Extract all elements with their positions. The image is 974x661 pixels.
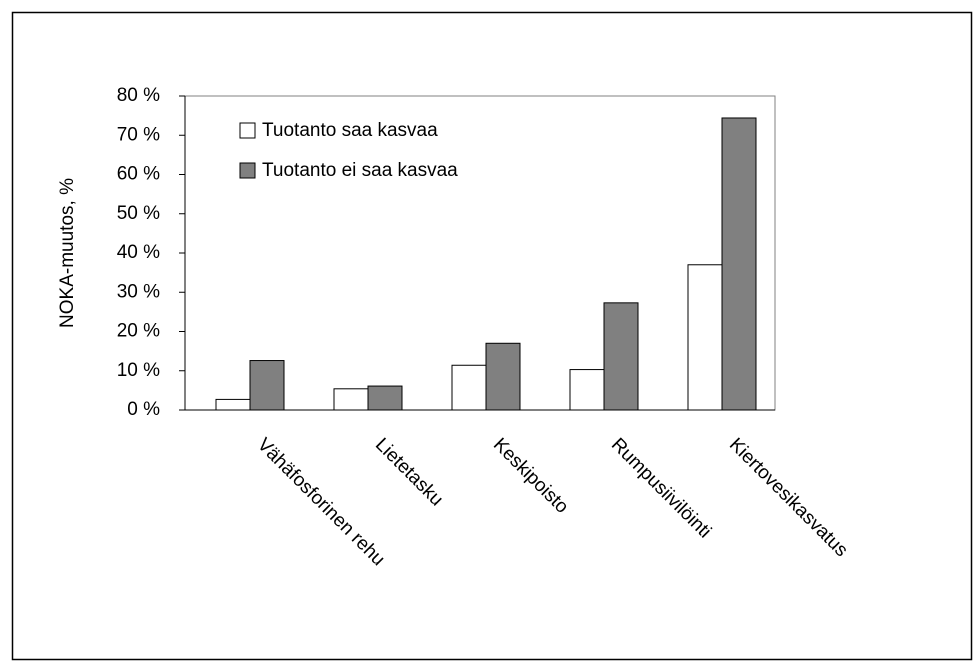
bar <box>451 364 487 411</box>
legend-swatch <box>239 162 256 179</box>
y-tick-label: 30 % <box>117 281 160 302</box>
legend-label: Tuotanto saa kasvaa <box>262 120 438 141</box>
bar <box>721 117 757 411</box>
y-tick-label: 10 % <box>117 360 160 381</box>
y-tick-label: 40 % <box>117 242 160 263</box>
chart-border <box>11 11 973 661</box>
y-tick-label: 50 % <box>117 203 160 224</box>
y-tick-label: 70 % <box>117 124 160 145</box>
bar <box>485 342 521 411</box>
bar <box>215 398 251 411</box>
y-tick-label: 80 % <box>117 85 160 106</box>
bar <box>333 388 369 411</box>
y-tick-label: 60 % <box>117 164 160 185</box>
y-tick-label: 0 % <box>127 399 160 420</box>
legend-swatch <box>239 122 256 139</box>
bar <box>249 360 285 411</box>
bar <box>569 369 605 411</box>
bar <box>687 264 723 411</box>
y-axis-label: NOKA-muutos, % <box>57 178 78 328</box>
bar <box>367 385 403 411</box>
bar <box>603 302 639 411</box>
y-tick-label: 20 % <box>117 321 160 342</box>
legend-label: Tuotanto ei saa kasvaa <box>262 160 458 181</box>
